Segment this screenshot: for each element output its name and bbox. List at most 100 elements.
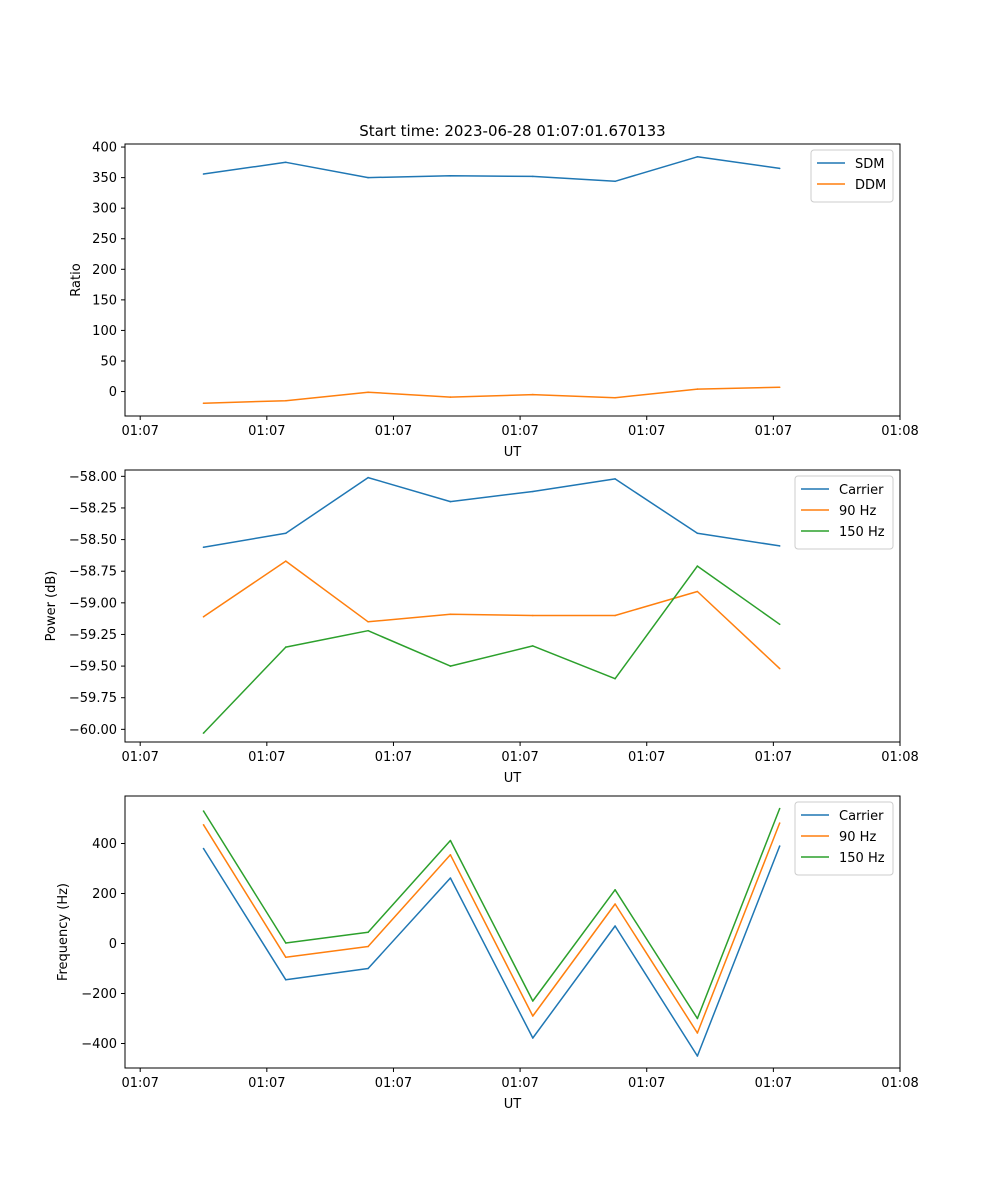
- panel-2-point-90-hz-7: [696, 590, 699, 593]
- panel-3-y-tick-label-5: 400: [92, 837, 117, 852]
- panel-2-y-tick-label-8: −59.75: [69, 691, 117, 706]
- panel-1-x-tick-label-2: 01:07: [248, 424, 285, 439]
- ratio-panel: 01:07 01:07 01:07 01:07 01:07 01:07 01:08 0 50 10…: [69, 141, 919, 460]
- frequency-panel: 01:07 01:07 01:07 01:07 01:07 01:07 01:08 −400 −…: [56, 795, 919, 1112]
- panel-3-x-tick-label-4: 01:07: [501, 1076, 538, 1091]
- panel-2-legend-label-carrier: Carrier: [839, 483, 884, 498]
- panel-2-y-tick-label-5: −59.00: [69, 596, 117, 611]
- panel-2-y-tick-label-7: −59.50: [69, 660, 117, 675]
- panel-2-point-150-hz-3: [367, 629, 369, 632]
- panel-3-legend-label-carrier: Carrier: [839, 809, 884, 824]
- panel-3-point-90-hz-2: [285, 956, 287, 959]
- panel-2-y-tick-label-1: −58.00: [69, 470, 117, 485]
- panel-3-point-150-hz-1: [202, 810, 205, 812]
- panel-1-x-tick-label-7: 01:08: [881, 424, 918, 439]
- panel-2-point-150-hz-1: [202, 732, 205, 734]
- panel-2-y-tick-label-2: −58.25: [69, 501, 117, 516]
- panel-2-point-90-hz-2: [285, 560, 287, 562]
- panel-3-x-tick-label-2: 01:07: [248, 1076, 285, 1091]
- panel-3-y-tick-label-2: −200: [81, 987, 117, 1002]
- panel-3-y-tick-label-4: 200: [92, 887, 117, 902]
- panel-2-point-carrier-7: [696, 532, 699, 535]
- panel-3-point-90-hz-3: [367, 945, 369, 948]
- panel-1-point-ddm-4: [449, 396, 452, 398]
- panel-1-point-ddm-8: [778, 386, 781, 389]
- panel-1-x-tick-label-3: 01:07: [375, 424, 412, 439]
- panel-2-point-150-hz-5: [532, 645, 534, 647]
- panel-1-y-tick-label-2: 50: [100, 354, 117, 369]
- panel-3-y-tick-label-1: −400: [81, 1037, 117, 1052]
- panel-2-x-tick-label-6: 01:07: [755, 750, 792, 765]
- panel-2-series-90-hz: [203, 560, 781, 670]
- panel-3-y-axis-label: Frequency (Hz): [56, 883, 71, 981]
- panel-1-point-ddm-2: [285, 399, 287, 402]
- panel-3-x-tick-label-7: 01:08: [881, 1076, 918, 1091]
- panel-3-point-carrier-1: [202, 847, 205, 850]
- panel-3-x-tick-label-5: 01:07: [628, 1076, 665, 1091]
- panel-3-point-carrier-6: [614, 925, 616, 927]
- panel-3-point-carrier-8: [778, 845, 781, 847]
- panel-2-y-tick-label-3: −58.50: [69, 533, 117, 548]
- panel-3-point-90-hz-7: [696, 1032, 699, 1034]
- panel-2-y-tick-label-6: −59.25: [69, 628, 117, 643]
- panel-1-point-sdm-3: [367, 176, 369, 179]
- panel-3-point-carrier-5: [532, 1037, 534, 1039]
- panel-2-x-tick-label-1: 01:07: [121, 750, 158, 765]
- panel-2-point-carrier-5: [532, 490, 534, 493]
- panel-1-point-sdm-4: [449, 175, 452, 177]
- panel-3-point-carrier-4: [449, 877, 452, 879]
- panel-2-series-carrier: [203, 476, 780, 548]
- panel-1-series-ddm: [203, 386, 780, 404]
- panel-3-point-90-hz-1: [202, 824, 205, 826]
- panel-2-point-carrier-8: [778, 545, 781, 547]
- panel-2-point-90-hz-5: [532, 614, 534, 617]
- panel-2-point-150-hz-2: [285, 646, 287, 648]
- panel-1-point-sdm-7: [696, 156, 699, 158]
- panel-1-x-tick-label-4: 01:07: [501, 424, 538, 439]
- panel-2-y-axis-label: Power (dB): [44, 571, 59, 642]
- panel-1-point-ddm-6: [614, 396, 616, 399]
- panel-2-legend-label-150-hz: 150 Hz: [839, 525, 885, 540]
- panel-1-legend: SDM DDM: [810, 149, 894, 203]
- panel-2-point-carrier-1: [202, 546, 205, 548]
- panel-3-legend-label-150-hz: 150 Hz: [839, 851, 885, 866]
- panel-3-point-90-hz-8: [778, 822, 781, 824]
- panel-1-point-sdm-2: [285, 161, 287, 164]
- panel-2-y-tick-label-9: −60.00: [69, 723, 117, 738]
- panel-1-point-sdm-1: [202, 173, 205, 175]
- panel-1-y-tick-label-3: 100: [92, 324, 117, 339]
- panel-1-x-tick-label-6: 01:07: [755, 424, 792, 439]
- panel-1-point-sdm-5: [532, 175, 534, 178]
- panel-3-point-carrier-3: [367, 967, 369, 970]
- panel-1-y-tick-label-4: 150: [92, 293, 117, 308]
- panel-1-y-tick-label-9: 400: [92, 141, 117, 156]
- panel-2-point-90-hz-8: [778, 667, 781, 670]
- panel-1-y-tick-label-5: 200: [92, 263, 117, 278]
- panel-3-point-150-hz-8: [778, 807, 781, 810]
- panel-2-point-90-hz-3: [367, 621, 369, 623]
- panel-3-x-tick-label-3: 01:07: [375, 1076, 412, 1091]
- panel-3-point-carrier-2: [285, 979, 287, 981]
- panel-1-y-tick-label-8: 350: [92, 171, 117, 186]
- panel-3-point-150-hz-4: [449, 839, 452, 842]
- panel-3-axes-frame: [124, 795, 901, 1069]
- panel-3-series-90-hz: [202, 822, 781, 1034]
- panel-2-point-90-hz-4: [449, 613, 452, 615]
- panel-3-point-90-hz-4: [449, 854, 452, 856]
- power-panel: 01:07 01:07 01:07 01:07 01:07 01:07 01:08 −58.0…: [44, 469, 919, 786]
- panel-2-point-carrier-3: [367, 476, 369, 479]
- panel-3-series-carrier: [202, 845, 781, 1057]
- panel-1-y-tick-label-6: 250: [92, 232, 117, 247]
- panel-3-x-axis-label: UT: [504, 1097, 522, 1112]
- panel-2-x-tick-label-7: 01:08: [881, 750, 918, 765]
- panel-1-x-tick-label-1: 01:07: [121, 424, 158, 439]
- panel-2-series-150-hz: [202, 565, 781, 734]
- panel-3-point-90-hz-5: [532, 1015, 534, 1017]
- panel-2-legend: Carrier 90 Hz 150 Hz: [794, 475, 894, 550]
- panel-2-x-axis-label: UT: [504, 771, 522, 786]
- panel-3-point-150-hz-6: [614, 889, 616, 891]
- panel-1-y-tick-label-1: 0: [109, 385, 117, 400]
- panel-1-point-sdm-6: [614, 180, 616, 183]
- panel-1-point-ddm-3: [367, 391, 369, 394]
